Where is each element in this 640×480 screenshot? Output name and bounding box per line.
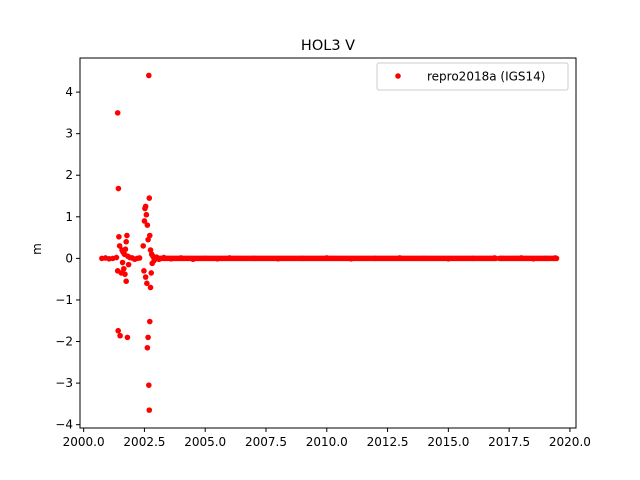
- y-tick-label: 1: [65, 210, 73, 224]
- data-point: [445, 255, 452, 262]
- plot-area: [99, 72, 560, 413]
- data-point: [323, 255, 330, 261]
- data-point: [372, 255, 379, 262]
- data-point: [348, 255, 354, 262]
- x-tick-label: 2005.0: [184, 435, 226, 449]
- data-point: [123, 238, 129, 245]
- data-point: [147, 284, 154, 291]
- data-point: [117, 332, 123, 339]
- data-point: [145, 334, 151, 341]
- y-tick-label: −4: [55, 418, 73, 432]
- data-point: [141, 218, 148, 224]
- data-point: [168, 255, 174, 262]
- plot-frame: [79, 57, 577, 429]
- x-axis: 2000.0 2002.5 2005.0 2007.5 2010.0 2012.5 2015…: [63, 428, 591, 449]
- data-point: [143, 211, 150, 218]
- x-tick-label: 2010.0: [306, 435, 348, 449]
- x-tick-label: 2017.5: [488, 435, 530, 449]
- data-point: [202, 255, 209, 262]
- data-point: [136, 255, 143, 261]
- data-point: [146, 318, 153, 325]
- data-point: [125, 261, 132, 268]
- data-point: [421, 255, 427, 262]
- data-point: [275, 255, 281, 262]
- data-point: [190, 256, 196, 263]
- data-point: [146, 232, 153, 239]
- y-tick-label: 2: [65, 168, 73, 182]
- data-point: [144, 222, 151, 228]
- data-point: [123, 278, 129, 285]
- data-point: [148, 270, 155, 276]
- data-point: [396, 255, 403, 261]
- data-point: [156, 256, 162, 263]
- legend: repro2018a (IGS14): [376, 62, 569, 91]
- x-tick-label: 2002.5: [123, 435, 165, 449]
- y-tick-label: 4: [65, 85, 73, 99]
- y-tick-label: −1: [55, 293, 73, 307]
- x-tick-label: 2020.0: [549, 435, 591, 449]
- y-tick-label: −2: [55, 335, 73, 349]
- data-point: [469, 255, 476, 262]
- data-point: [141, 268, 147, 274]
- data-point: [146, 407, 153, 413]
- y-tick-label: 3: [65, 127, 73, 141]
- data-point: [142, 274, 149, 280]
- data-point: [491, 255, 498, 261]
- data-point: [146, 382, 152, 388]
- x-tick-label: 2000.0: [63, 435, 105, 449]
- data-point: [124, 334, 131, 341]
- data-point: [115, 327, 121, 334]
- data-point: [161, 254, 167, 261]
- data-point: [214, 255, 221, 262]
- data-point: [120, 265, 127, 272]
- data-point: [113, 254, 120, 261]
- y-tick-label: 0: [65, 251, 73, 265]
- data-point: [119, 259, 126, 266]
- x-tick-label: 2007.5: [245, 435, 287, 449]
- x-tick-label: 2015.0: [427, 435, 469, 449]
- data-point: [518, 255, 525, 261]
- data-point: [122, 271, 128, 277]
- data-point: [144, 344, 151, 351]
- data-point: [140, 243, 147, 249]
- data-point: [499, 255, 505, 262]
- y-tick-label: −3: [55, 376, 73, 390]
- y-axis: −4 −3 −2 −1 0 1 2 3 4: [55, 85, 80, 432]
- data-point: [116, 233, 122, 240]
- data-point: [124, 232, 130, 239]
- data-point: [251, 255, 257, 262]
- y-axis-label: m: [30, 243, 44, 255]
- data-point: [122, 246, 129, 253]
- data-point: [144, 280, 150, 287]
- data-point: [115, 185, 122, 192]
- data-point: [530, 255, 537, 262]
- legend-box: [376, 62, 569, 91]
- chart-title: HOL3 V: [301, 38, 355, 54]
- data-point: [142, 203, 149, 210]
- data-point: [542, 255, 549, 262]
- data-point: [178, 255, 184, 261]
- x-tick-label: 2012.5: [367, 435, 409, 449]
- data-point: [146, 195, 153, 201]
- legend-label: repro2018a (IGS14): [427, 70, 545, 84]
- data-point: [116, 243, 123, 249]
- data-point: [114, 110, 121, 116]
- data-point: [299, 255, 306, 262]
- data-point: [226, 255, 233, 261]
- data-point: [552, 255, 559, 261]
- legend-marker: [395, 73, 401, 79]
- data-point: [146, 72, 152, 79]
